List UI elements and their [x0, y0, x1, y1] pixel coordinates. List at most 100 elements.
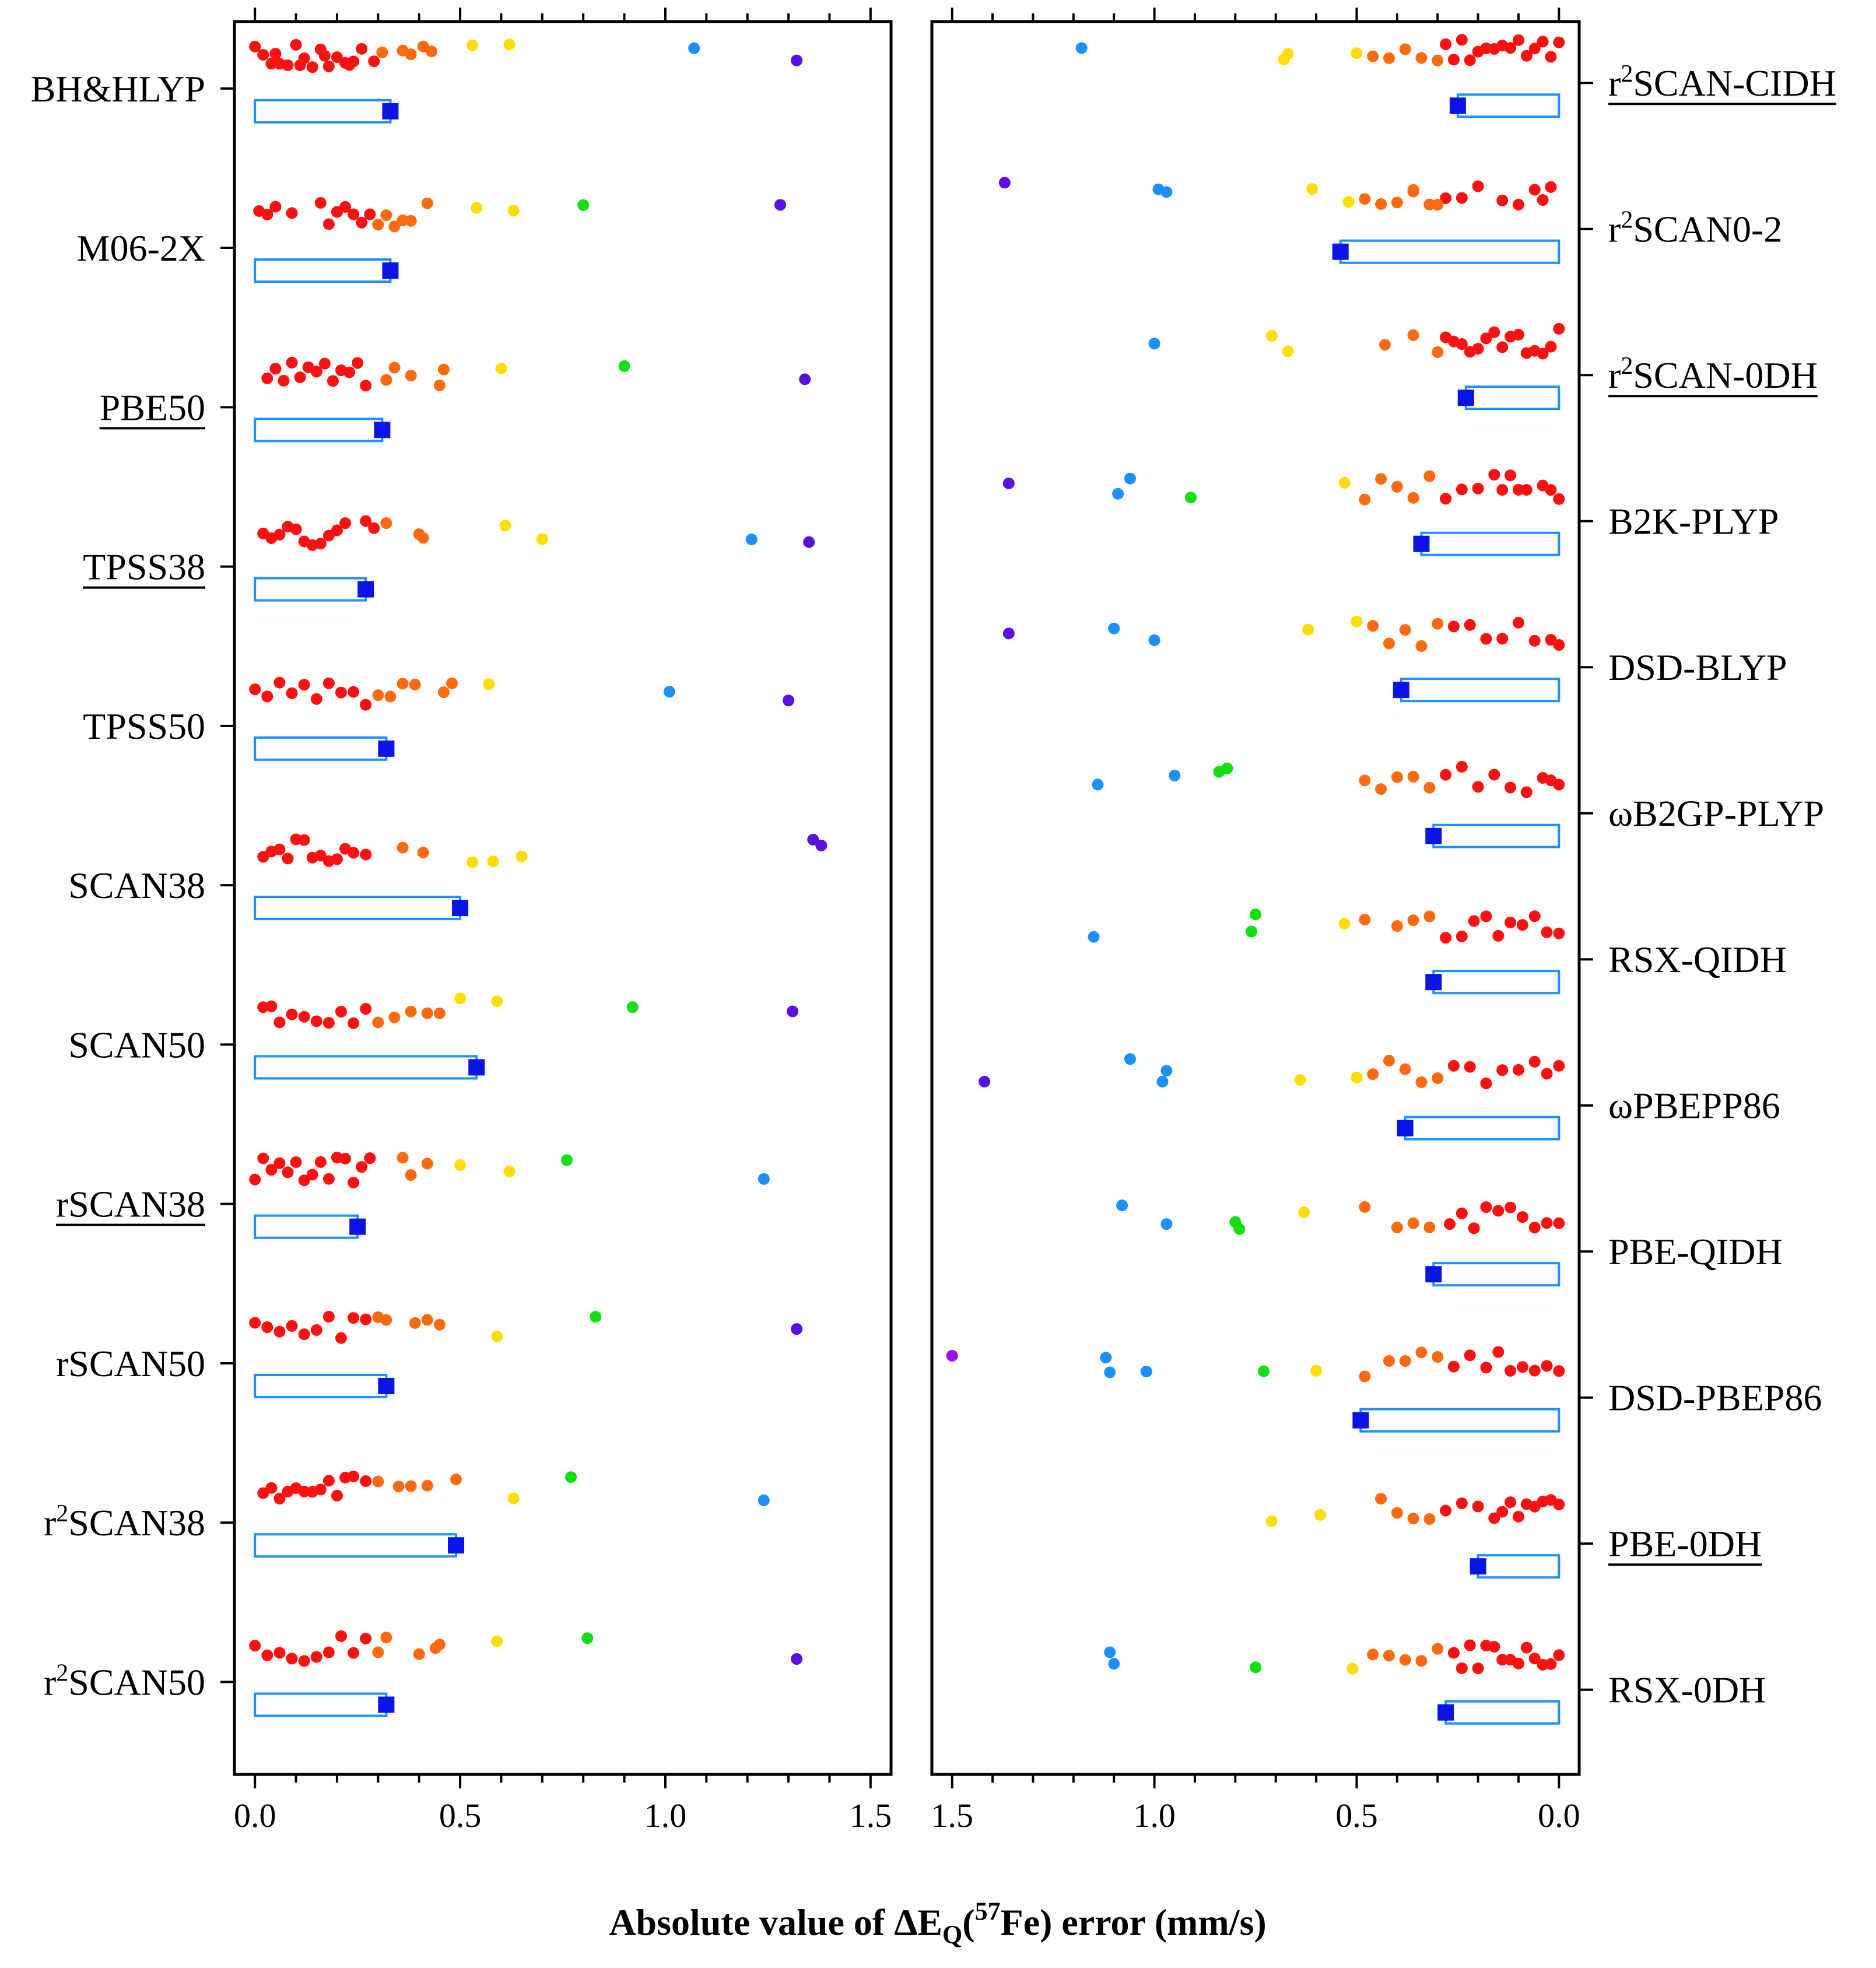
data-point [1553, 36, 1565, 48]
data-point [1399, 624, 1411, 636]
data-point [1472, 45, 1484, 58]
data-point [1520, 1498, 1533, 1510]
data-point [1440, 932, 1452, 944]
data-point [1432, 346, 1444, 358]
data-point [348, 1647, 360, 1659]
data-point [339, 517, 352, 529]
data-point [590, 1311, 602, 1323]
data-point [1302, 623, 1314, 636]
category-right-2: r2SCAN-0DH [1148, 322, 1818, 411]
data-point [437, 363, 450, 376]
data-point [1257, 1365, 1270, 1377]
data-point [1383, 1355, 1395, 1367]
data-point [372, 219, 384, 231]
data-point [471, 202, 483, 214]
data-point [314, 197, 327, 209]
mean-error-bar [254, 736, 388, 761]
data-point [249, 40, 261, 52]
data-point [1075, 42, 1088, 54]
data-point [360, 1313, 372, 1325]
data-point [380, 1314, 392, 1326]
category-right-6: RSX-QIDH [1088, 908, 1787, 995]
data-point [1537, 1658, 1549, 1671]
data-point [322, 1311, 335, 1323]
data-point [327, 375, 339, 387]
data-point [265, 1164, 278, 1176]
data-point [499, 520, 511, 532]
data-point [483, 678, 495, 690]
data-point [1440, 331, 1452, 343]
category-label: SCAN38 [68, 865, 205, 906]
data-point [397, 1152, 409, 1164]
data-point [1432, 1643, 1444, 1655]
data-point [1464, 54, 1476, 66]
category-label: r2SCAN-0DH [1608, 353, 1818, 396]
data-point [1440, 493, 1452, 505]
data-point [294, 371, 306, 384]
data-point [1505, 1654, 1517, 1666]
data-point [1464, 619, 1476, 631]
data-point [257, 48, 269, 61]
mean-marker [452, 900, 469, 917]
data-point [1456, 483, 1468, 496]
data-point [536, 533, 548, 545]
data-point [380, 517, 392, 529]
data-point [491, 1330, 503, 1342]
data-point [1375, 783, 1387, 795]
data-point [1391, 1222, 1403, 1234]
mean-marker [1425, 827, 1442, 844]
data-point [1185, 492, 1197, 504]
data-point [1488, 769, 1500, 781]
data-point [1391, 771, 1403, 783]
data-point [298, 1328, 310, 1341]
data-point [1346, 1662, 1359, 1675]
data-point [388, 220, 401, 233]
data-point [791, 1653, 803, 1665]
data-point [298, 1011, 310, 1023]
data-point [417, 847, 429, 859]
data-point [1496, 194, 1509, 206]
data-point [1512, 1064, 1524, 1076]
data-point [1375, 473, 1387, 485]
data-point [409, 1317, 421, 1329]
data-point [261, 690, 273, 703]
mean-error-bar [1339, 239, 1561, 264]
data-point [265, 1482, 278, 1494]
data-point [273, 1157, 286, 1169]
category-left-7: rSCAN38 [55, 1152, 770, 1239]
category-label: RSX-QIDH [1608, 939, 1787, 980]
data-point [1472, 1662, 1484, 1675]
category-label: TPSS50 [83, 706, 205, 747]
data-point [1379, 339, 1391, 351]
mean-error-bar [254, 99, 392, 124]
category-right-0: r2SCAN-CIDH [1075, 34, 1836, 118]
data-point [1391, 920, 1403, 932]
data-point [1088, 931, 1100, 943]
data-point [376, 46, 388, 58]
data-point [1359, 914, 1371, 926]
data-point [356, 43, 368, 55]
category-label: r2SCAN50 [44, 1660, 205, 1703]
data-point [1516, 919, 1528, 931]
data-point [1505, 1364, 1517, 1377]
mean-marker [1413, 535, 1430, 552]
data-point [1496, 1064, 1509, 1076]
category-label: ωPBEPP86 [1608, 1085, 1780, 1127]
data-point [1250, 1661, 1261, 1674]
mean-marker [378, 1377, 395, 1394]
data-point [273, 843, 286, 855]
data-point [331, 1489, 343, 1502]
mean-error-bar [1400, 678, 1561, 703]
mean-error-bar [1477, 1554, 1561, 1579]
data-point [1108, 622, 1120, 634]
data-point [758, 1173, 770, 1185]
data-point [618, 360, 630, 372]
data-point [1351, 1071, 1363, 1083]
data-point [1306, 183, 1319, 195]
category-right-9: DSD-PBEP86 [946, 1346, 1822, 1433]
data-point [791, 54, 803, 66]
data-point [322, 1475, 335, 1487]
data-point [1447, 1060, 1460, 1072]
data-point [331, 524, 343, 536]
